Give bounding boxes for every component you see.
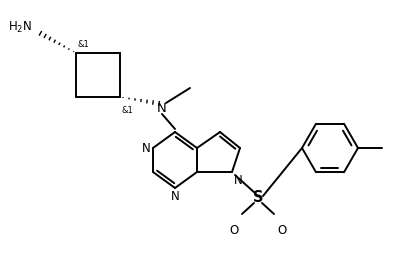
- Text: O: O: [230, 224, 239, 237]
- Text: N: N: [142, 141, 151, 154]
- Text: O: O: [278, 224, 287, 237]
- Text: N: N: [234, 174, 243, 187]
- Text: N: N: [157, 101, 167, 114]
- Text: N: N: [171, 190, 179, 203]
- Text: S: S: [253, 191, 263, 205]
- Text: H$_2$N: H$_2$N: [8, 20, 32, 35]
- Text: &1: &1: [77, 40, 89, 49]
- Text: &1: &1: [121, 106, 133, 115]
